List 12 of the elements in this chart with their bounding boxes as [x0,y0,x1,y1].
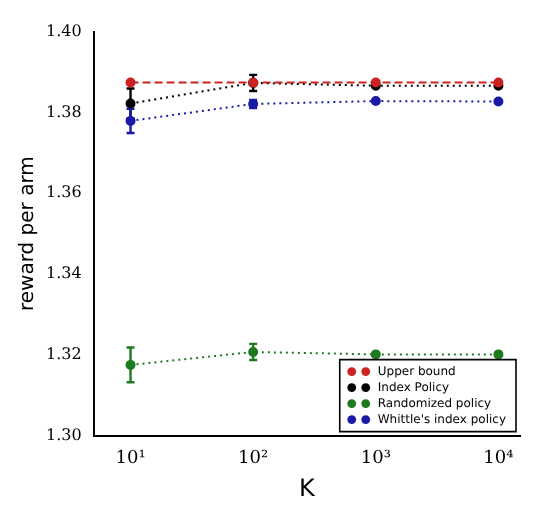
y-tick-label: 1.36 [46,183,82,202]
y-tick-label: 1.34 [46,264,82,283]
y-tick-label: 1.38 [46,102,82,121]
y-axis-title: reward per arm [17,156,40,312]
x-axis-title: K [298,473,317,502]
x-tick-label: 10² [238,449,269,470]
y-tick-label: 1.40 [46,21,82,40]
x-tick-label: 10³ [360,449,392,470]
x-tick-label: 10⁴ [483,449,515,470]
x-tick-label: 10¹ [115,449,146,470]
y-tick-label: 1.32 [46,344,82,363]
y-tick-label: 1.30 [46,425,82,444]
